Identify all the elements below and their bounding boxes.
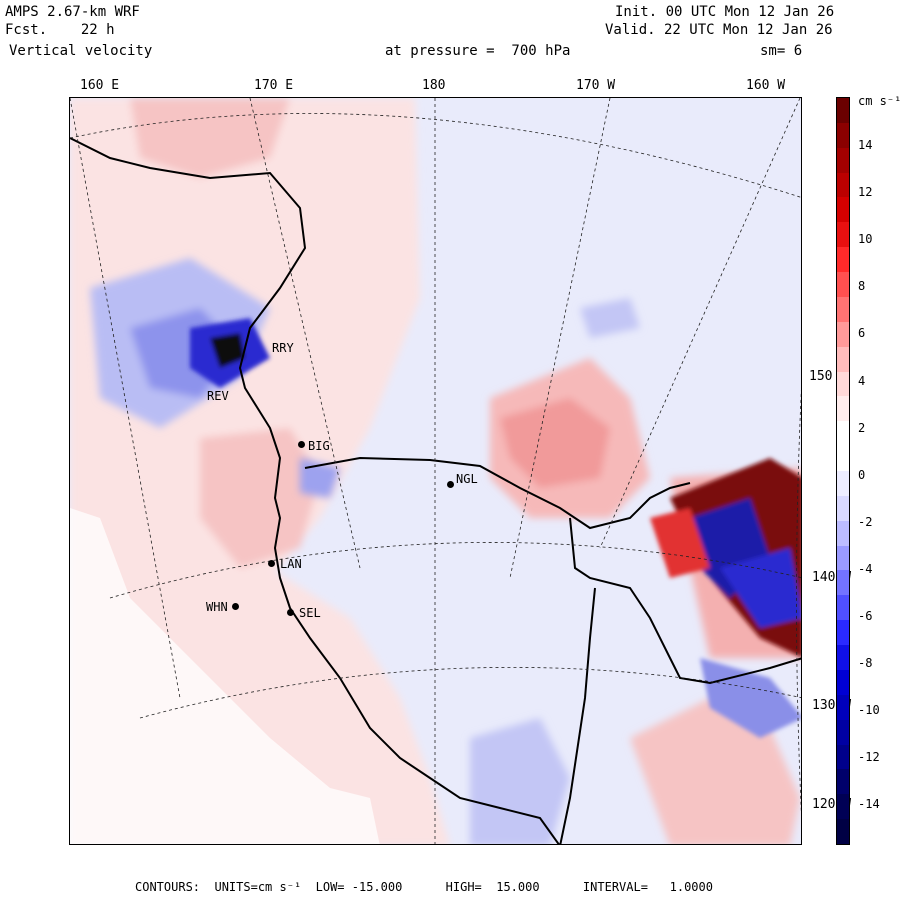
colorbar-tick-label: -6 xyxy=(858,609,873,623)
colorbar-segment xyxy=(837,371,849,397)
colorbar-tick-label: -8 xyxy=(858,656,873,671)
field-name: Vertical velocity xyxy=(9,43,153,59)
colorbar-tick-label: 4 xyxy=(858,373,866,388)
colorbar-segment xyxy=(837,570,849,596)
lon-label-160w: 160 W xyxy=(746,78,786,93)
colorbar-segment xyxy=(837,595,849,621)
smoothing-value: sm= 6 xyxy=(760,43,803,59)
station-dot-ngl xyxy=(447,481,454,488)
colorbar-segment xyxy=(837,819,849,845)
colorbar-segment xyxy=(837,396,849,422)
colorbar-tick-label: -12 xyxy=(858,750,880,765)
graticule xyxy=(70,98,801,844)
colorbar-segment xyxy=(837,272,849,298)
colorbar-segment xyxy=(837,172,849,198)
colorbar-segment xyxy=(837,296,849,323)
colorbar-segment xyxy=(837,719,849,746)
lon-label-160e: 160 E xyxy=(80,78,120,93)
colorbar-segment xyxy=(837,122,849,149)
pressure-level: at pressure = 700 hPa xyxy=(385,43,571,59)
station-sel[interactable]: SEL xyxy=(299,606,321,620)
colorbar-segment xyxy=(837,769,849,795)
coastline xyxy=(70,137,801,844)
colorbar-segment xyxy=(837,222,849,248)
colorbar-segment xyxy=(837,669,849,696)
colorbar-segment xyxy=(837,321,849,348)
station-rry[interactable]: RRY xyxy=(272,341,294,355)
station-whn[interactable]: WHN xyxy=(206,600,228,614)
colorbar-segment xyxy=(837,794,849,820)
colorbar-segment xyxy=(837,147,849,174)
colorbar-tick-label: 0 xyxy=(858,467,866,482)
colorbar-tick-label: -14 xyxy=(858,797,880,812)
lon-label-180: 180 xyxy=(422,78,446,93)
colorbar-tick-label: -10 xyxy=(858,703,880,718)
lon-label-170e: 170 E xyxy=(254,78,294,93)
colorbar xyxy=(836,97,850,845)
model-title: AMPS 2.67-km WRF xyxy=(5,4,140,20)
station-lan[interactable]: LAN xyxy=(280,557,302,571)
colorbar-tick-label: 14 xyxy=(858,138,873,152)
colorbar-segment xyxy=(837,446,849,472)
station-ngl[interactable]: NGL xyxy=(456,472,478,486)
station-dot-whn xyxy=(232,603,239,610)
init-time: Init. 00 UTC Mon 12 Jan 26 xyxy=(615,4,835,20)
colorbar-segment xyxy=(837,495,849,522)
colorbar-tick-label: -4 xyxy=(858,561,873,576)
colorbar-tick-label: 6 xyxy=(858,326,866,341)
colorbar-segment xyxy=(837,620,849,646)
lon-label-170w: 170 W xyxy=(576,78,616,93)
colorbar-tick-label: 10 xyxy=(858,232,873,247)
colorbar-segment xyxy=(837,421,849,447)
colorbar-segment xyxy=(837,471,849,497)
station-dot-sel xyxy=(287,609,294,616)
colorbar-segment xyxy=(837,346,849,373)
intense-velocity-zone xyxy=(190,318,801,738)
colorbar-segment xyxy=(837,197,849,223)
station-big[interactable]: BIG xyxy=(308,439,330,453)
no-data-regions xyxy=(70,508,380,844)
colorbar-segment xyxy=(837,744,849,770)
colorbar-segment xyxy=(837,247,849,273)
station-dot-lan xyxy=(268,560,275,567)
colorbar-segment xyxy=(837,694,849,721)
colorbar-tick-label: 12 xyxy=(858,185,873,200)
colorbar-segment xyxy=(837,645,849,671)
vertical-velocity-map xyxy=(70,98,801,844)
colorbar-units: cm s⁻¹ xyxy=(858,94,900,108)
station-dot-big xyxy=(298,441,305,448)
contour-info: CONTOURS: UNITS=cm s⁻¹ LOW= -15.000 HIGH… xyxy=(135,880,713,894)
station-rev[interactable]: REV xyxy=(207,389,229,403)
valid-time: Valid. 22 UTC Mon 12 Jan 26 xyxy=(605,22,833,38)
colorbar-tick-label: 2 xyxy=(858,420,866,435)
colorbar-segment xyxy=(837,545,849,571)
forecast-hour: Fcst. 22 h xyxy=(5,22,115,38)
colorbar-segment xyxy=(837,98,849,124)
colorbar-tick-label: 8 xyxy=(858,279,866,294)
colorbar-tick-label: -2 xyxy=(858,514,873,529)
map-panel[interactable] xyxy=(69,97,802,845)
colorbar-segment xyxy=(837,520,849,547)
